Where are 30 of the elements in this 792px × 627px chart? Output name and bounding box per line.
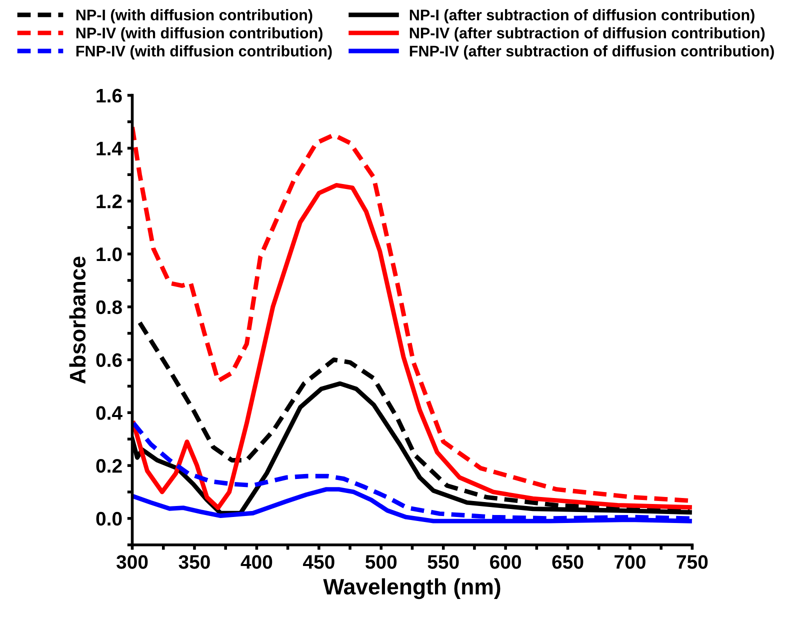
y-tick-label: 0.0 [96, 512, 122, 526]
x-tick-label: 450 [302, 555, 334, 569]
x-tick-label: 500 [366, 555, 397, 569]
y-axis-title: Absorbance [69, 256, 86, 384]
legend-label: NP-I (after subtraction of diffusion contribution) [410, 9, 754, 24]
y-tick-label: 0.2 [96, 458, 122, 473]
y-tick-label: 0.8 [96, 300, 122, 314]
y-tick-label: 1.0 [96, 247, 122, 262]
x-axis-title: Wavelength (nm) [323, 578, 500, 600]
x-tick-label: 700 [614, 555, 646, 569]
line-series [138, 320, 692, 511]
line-series [132, 182, 692, 510]
y-tick-label: 1.4 [96, 142, 122, 156]
x-tick-label: 550 [428, 555, 459, 569]
x-tick-label: 350 [178, 555, 210, 569]
y-tick-label: 1.2 [96, 194, 122, 208]
y-tick-label: 0.6 [96, 353, 122, 367]
y-tick-label: 0.4 [96, 406, 122, 420]
legend-label: FNP-IV (after subtraction of diffusion contribution) [410, 45, 774, 60]
x-tick-label: 750 [676, 555, 708, 569]
line-series [132, 420, 692, 521]
y-tick-label: 1.6 [96, 88, 122, 103]
legend-label: NP-I (with diffusion contribution) [76, 9, 312, 24]
legend-label: NP-IV (with diffusion contribution) [76, 27, 322, 42]
x-tick-label: 400 [240, 555, 272, 569]
legend-label: NP-IV (after subtraction of diffusion contribution) [410, 27, 765, 42]
legend-label: FNP-IV (with diffusion contribution) [76, 45, 332, 60]
x-tick-label: 650 [552, 555, 584, 569]
x-tick-label: 300 [116, 555, 148, 569]
x-tick-label: 600 [490, 555, 521, 569]
